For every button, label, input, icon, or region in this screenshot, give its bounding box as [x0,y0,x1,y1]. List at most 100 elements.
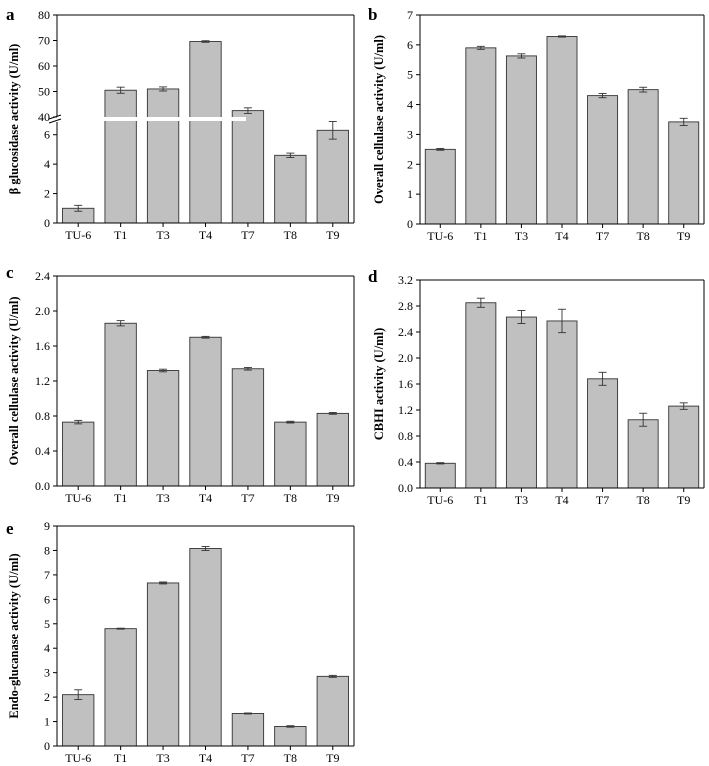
x-tick-label: T1 [114,751,127,765]
y-tick-label: 0.0 [35,479,50,493]
y-tick-label: 2.8 [398,299,413,313]
y-tick-label: 1.2 [398,403,413,417]
bar-TU-6 [62,421,95,487]
bar-T7 [587,378,619,489]
bar-T9 [316,129,349,224]
y-tick-label: 4 [407,98,413,112]
bar-TU-6 [424,148,456,225]
y-tick-label: 60 [38,59,50,73]
chart-panel-d: TU-6 T1 T3 T4 T7 T8 T9 0.0 0.4 0.8 1.2 1.6 2.0 2.4 2.8… [368,267,705,507]
x-tick-label: T4 [199,751,212,765]
y-tick-label: 1.2 [35,374,50,388]
y-tick-label: 0.8 [35,409,50,423]
y-tick-label: 1 [44,715,50,729]
y-tick-label: 70 [38,34,50,48]
y-tick-label: 0 [407,217,413,231]
chart-panel-e: TU-6 T1 T3 T4 T7 T8 T9 0 1 2 3 4 5 6 7 8 9 Endo-glucanase… [6,519,355,765]
y-tick-label: 0.4 [35,444,50,458]
x-tick-label: T1 [114,228,127,242]
bar-T7 [231,110,265,224]
y-tick-label: 0.0 [398,481,413,495]
bar-T1 [104,89,137,224]
axis-break-band [49,117,246,121]
bar-T9 [668,405,700,489]
bar-T4 [189,548,222,747]
axis-break-mark [48,118,62,124]
x-tick-label: T3 [156,491,169,505]
bar-T1 [465,302,497,489]
bar-T7 [587,95,619,225]
y-tick-label: 6 [44,128,50,142]
y-axis-title: β glucosidase activity (U/ml) [7,44,21,195]
bar-T8 [274,725,307,747]
bar-T1 [465,47,497,225]
y-axis-title: CBHI activity (U/ml) [372,328,386,440]
y-tick-label: 50 [38,85,50,99]
x-tick-label: TU-6 [65,491,91,505]
bar-T8 [627,89,659,225]
y-tick-label: 6 [407,38,413,52]
bar-T3 [505,316,537,489]
bar-T3 [146,88,180,224]
y-tick-label: 5 [407,68,413,82]
x-tick-label: T9 [326,491,339,505]
x-tick-label: T7 [596,229,609,243]
x-tick-label: TU-6 [427,229,453,243]
bar-T4 [189,336,222,487]
x-tick-label: T3 [515,493,528,507]
y-tick-label: 8 [44,543,50,557]
chart-panel-a: TU-6 T1 T3 T4 T7 T8 T9 0 2 4 6 40 50 60 70 80 β glucosid… [6,5,355,242]
y-tick-label: 3 [407,127,413,141]
x-tick-label: T3 [156,228,169,242]
x-tick-label: T8 [636,229,649,243]
panel-label: c [6,263,14,282]
bar-T3 [146,582,180,747]
x-tick-label: T4 [199,491,212,505]
x-tick-label: TU-6 [65,751,91,765]
x-tick-label: T8 [636,493,649,507]
y-tick-label: 40 [38,110,50,124]
x-tick-label: T8 [284,491,297,505]
y-tick-label: 1 [407,187,413,201]
y-tick-label: 4 [44,641,50,655]
bar-T8 [627,419,659,489]
x-tick-label: T8 [284,751,297,765]
y-tick-label: 3.2 [398,273,413,287]
x-tick-label: T1 [474,493,487,507]
y-tick-label: 0 [44,216,50,230]
bar-T9 [316,412,349,487]
panel-label: e [6,519,14,538]
x-tick-label: T1 [474,229,487,243]
x-tick-label: T7 [596,493,609,507]
x-tick-label: T3 [515,229,528,243]
bar-T8 [274,154,307,224]
bar-T8 [274,421,307,487]
bar-TU-6 [424,462,456,489]
bar-T9 [316,675,349,747]
x-tick-label: T9 [326,228,339,242]
y-tick-label: 7 [44,568,50,582]
x-tick-label: T7 [241,491,254,505]
x-tick-label: T1 [114,491,127,505]
y-tick-label: 2 [407,157,413,171]
y-tick-label: 80 [38,8,50,22]
y-tick-label: 1.6 [398,377,413,391]
y-tick-label: 2.4 [398,325,413,339]
y-tick-label: 6 [44,592,50,606]
y-tick-label: 3 [44,666,50,680]
y-tick-label: 2 [44,187,50,201]
bar-T4 [189,41,222,224]
bar-T9 [668,121,700,225]
y-tick-label: 2.0 [398,351,413,365]
bar-T1 [104,628,137,747]
y-tick-label: 2.0 [35,304,50,318]
x-tick-label: TU-6 [427,493,453,507]
bar-TU-6 [62,694,95,747]
x-tick-label: T9 [677,493,690,507]
x-tick-label: T4 [555,229,568,243]
x-tick-label: TU-6 [65,228,91,242]
bar-T1 [104,322,137,487]
y-tick-label: 2.4 [35,269,50,283]
y-tick-label: 0.4 [398,455,413,469]
x-tick-label: T9 [677,229,690,243]
